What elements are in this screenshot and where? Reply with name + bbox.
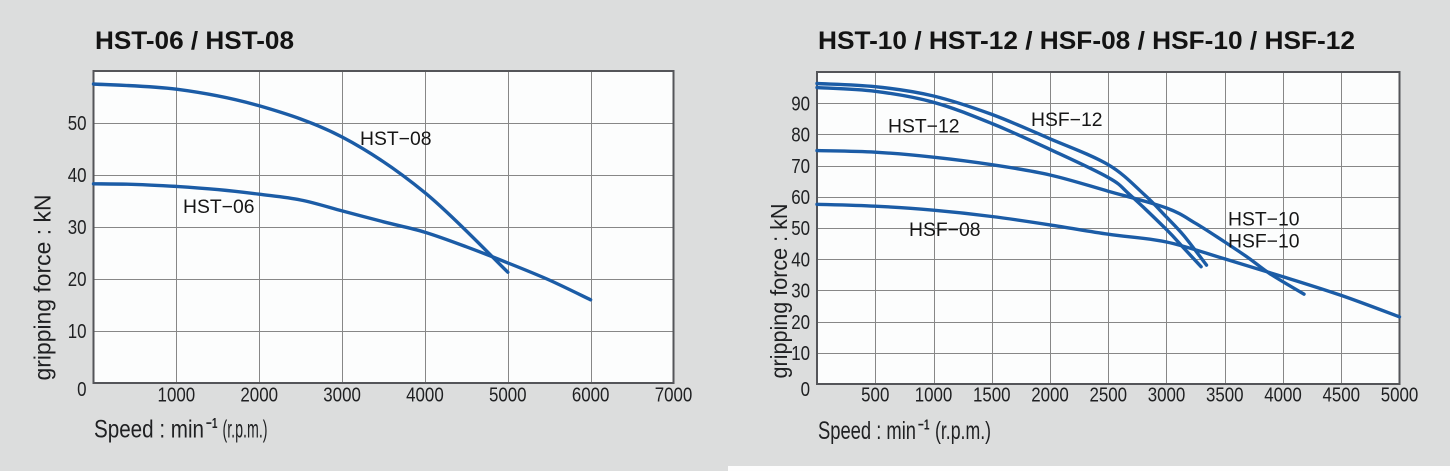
svg-text:5000: 5000 bbox=[489, 385, 527, 407]
svg-text:3000: 3000 bbox=[323, 385, 361, 407]
svg-text:HST−08: HST−08 bbox=[360, 128, 432, 150]
svg-text:3500: 3500 bbox=[1206, 385, 1244, 407]
svg-text:−1: −1 bbox=[918, 417, 930, 434]
svg-text:50: 50 bbox=[791, 218, 810, 240]
svg-text:80: 80 bbox=[791, 125, 810, 147]
svg-text:Speed : min: Speed : min bbox=[818, 417, 916, 445]
svg-text:HST-06 / HST-08: HST-06 / HST-08 bbox=[95, 27, 294, 55]
svg-text:20: 20 bbox=[791, 312, 810, 334]
svg-text:6000: 6000 bbox=[572, 385, 610, 407]
svg-text:(r.p.m.): (r.p.m.) bbox=[223, 416, 268, 444]
svg-text:HSF−12: HSF−12 bbox=[1031, 109, 1103, 131]
svg-text:4000: 4000 bbox=[406, 385, 444, 407]
svg-text:0: 0 bbox=[77, 379, 86, 401]
svg-text:40: 40 bbox=[791, 249, 810, 271]
svg-text:HST−06: HST−06 bbox=[183, 196, 255, 218]
svg-text:HSF−10: HSF−10 bbox=[1228, 231, 1300, 253]
svg-text:2500: 2500 bbox=[1089, 385, 1127, 407]
svg-text:4500: 4500 bbox=[1322, 385, 1360, 407]
svg-text:30: 30 bbox=[791, 281, 810, 303]
svg-text:20: 20 bbox=[68, 269, 87, 291]
svg-text:40: 40 bbox=[68, 165, 87, 187]
svg-text:10: 10 bbox=[68, 321, 87, 343]
svg-text:gripping force : kN: gripping force : kN bbox=[30, 195, 56, 381]
svg-text:500: 500 bbox=[861, 385, 889, 407]
svg-text:70: 70 bbox=[791, 156, 810, 178]
svg-text:3000: 3000 bbox=[1148, 385, 1186, 407]
svg-text:5000: 5000 bbox=[1381, 385, 1419, 407]
svg-text:HST−10: HST−10 bbox=[1228, 209, 1300, 231]
svg-text:4000: 4000 bbox=[1264, 385, 1302, 407]
svg-text:1000: 1000 bbox=[915, 385, 953, 407]
svg-text:Speed : min: Speed : min bbox=[94, 416, 204, 444]
svg-text:HSF−08: HSF−08 bbox=[909, 219, 981, 241]
svg-text:2000: 2000 bbox=[1031, 385, 1069, 407]
svg-text:30: 30 bbox=[68, 217, 87, 239]
svg-text:10: 10 bbox=[791, 343, 810, 365]
svg-text:HST−12: HST−12 bbox=[888, 116, 960, 138]
svg-text:HST-10 / HST-12 / HSF-08 / HSF: HST-10 / HST-12 / HSF-08 / HSF-10 / HSF-… bbox=[818, 27, 1355, 55]
svg-text:(r.p.m.): (r.p.m.) bbox=[935, 417, 991, 445]
svg-text:2000: 2000 bbox=[240, 385, 278, 407]
svg-text:−1: −1 bbox=[206, 415, 218, 432]
svg-text:1500: 1500 bbox=[973, 385, 1011, 407]
svg-text:7000: 7000 bbox=[655, 385, 693, 407]
svg-text:gripping force : kN: gripping force : kN bbox=[766, 204, 792, 379]
svg-text:1000: 1000 bbox=[158, 385, 196, 407]
svg-text:90: 90 bbox=[791, 93, 810, 115]
svg-text:60: 60 bbox=[791, 187, 810, 209]
svg-text:0: 0 bbox=[801, 379, 810, 401]
svg-text:50: 50 bbox=[68, 113, 87, 135]
